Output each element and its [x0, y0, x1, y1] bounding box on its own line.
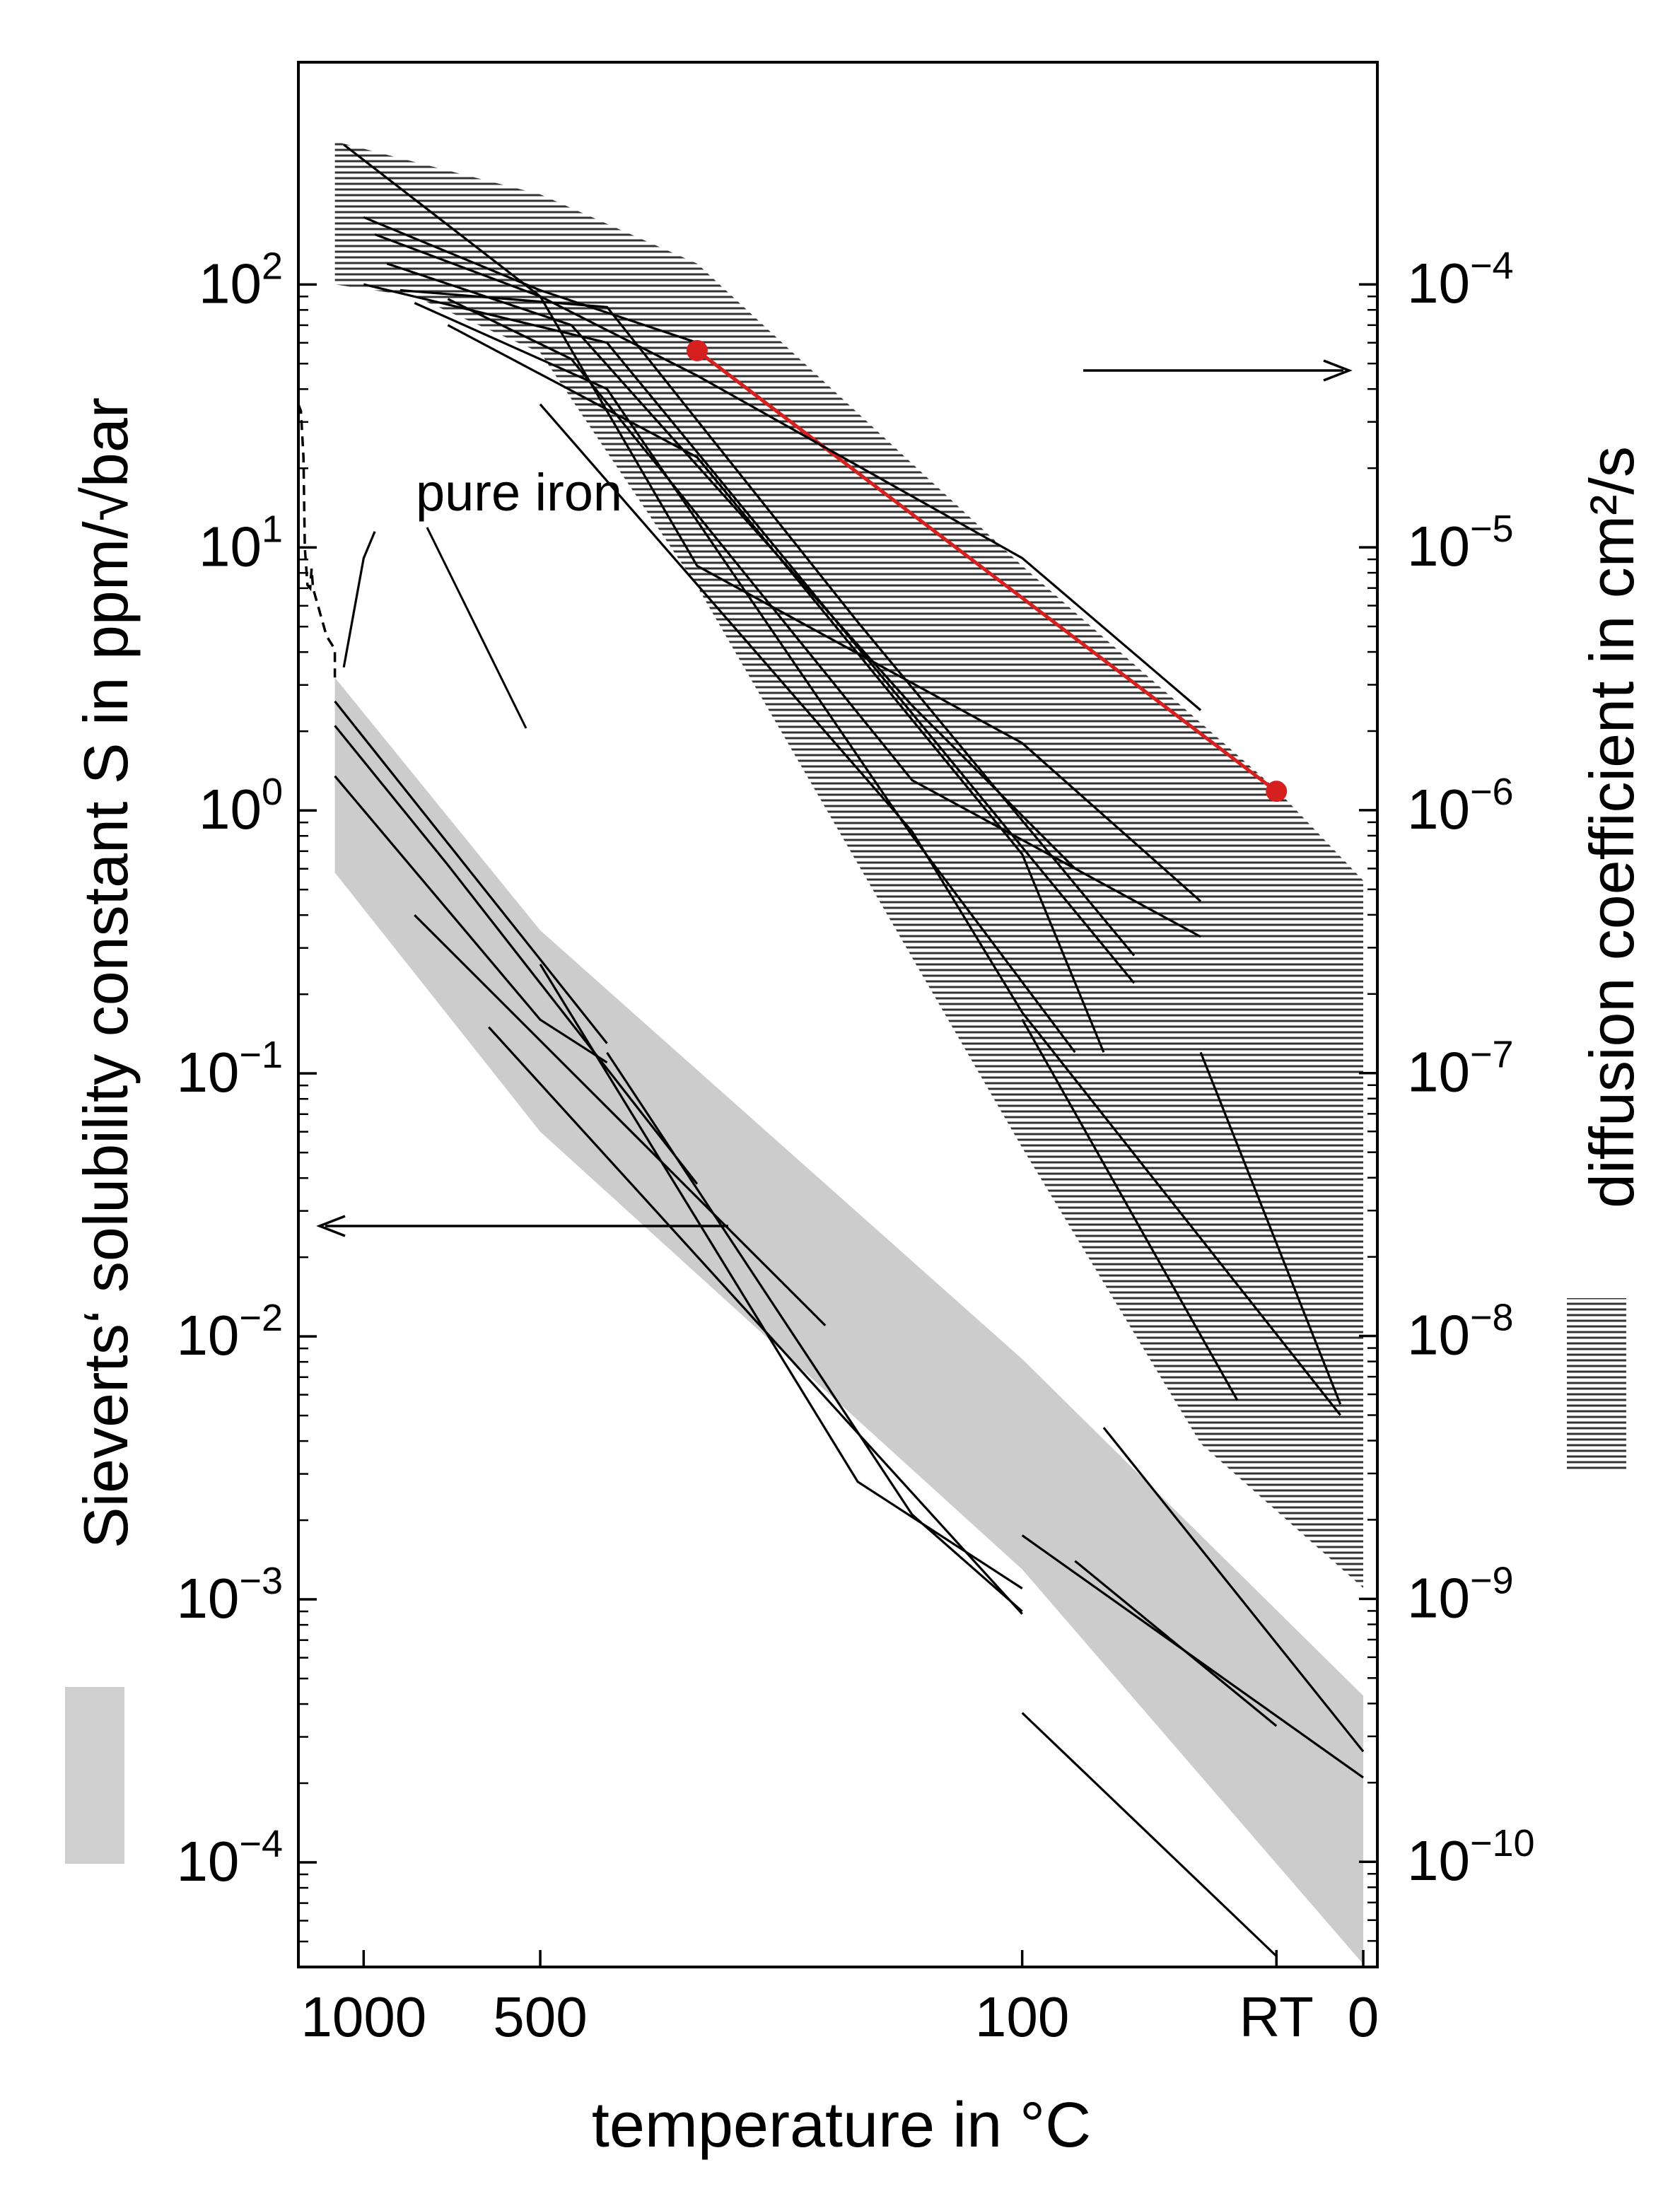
x-tick-label-2: 100: [975, 1985, 1069, 2048]
data-curves: [298, 144, 1365, 1957]
y-tick-label-left-1: 101: [199, 508, 283, 578]
series-line-9: [606, 1051, 1023, 1613]
diffusion-band: [334, 141, 1364, 1589]
y-tick-label-right-0: 10−4: [1407, 245, 1514, 315]
series-line-4: [334, 700, 608, 1044]
legend-swatch-solubility: [65, 1687, 124, 1864]
series-line-27: [1199, 1051, 1342, 1405]
series-line-5: [334, 725, 699, 1185]
y-tick-label-left-2: 100: [199, 771, 283, 841]
y-tick-label-right-1: 10−5: [1407, 508, 1514, 578]
red-markers: [686, 339, 1288, 802]
y-tick-label-right-2: 10−6: [1407, 771, 1514, 841]
series-line-red: [696, 349, 1278, 793]
y-tick-label-right-4: 10−8: [1407, 1297, 1514, 1367]
series-line-18: [374, 233, 1202, 902]
series-line-pure-iron: [298, 404, 337, 678]
solubility-band: [334, 677, 1364, 1965]
x-axis-title: temperature in °C: [592, 2090, 1091, 2161]
y-tick-label-left-3: 10−1: [176, 1034, 283, 1104]
x-tick-label-3: RT: [1239, 1985, 1314, 2048]
y-tick-label-right-5: 10−9: [1407, 1559, 1514, 1629]
series-line-20: [363, 283, 1136, 984]
plot-frame: [297, 61, 1379, 1968]
series-line-7: [414, 914, 827, 1326]
y-tick-label-left-0: 102: [199, 245, 283, 315]
annotation-leader-line: [426, 527, 527, 729]
series-line-10: [488, 1026, 1023, 1615]
y-tick-label-left-5: 10−3: [176, 1560, 283, 1630]
series-line-25: [539, 403, 1341, 1416]
red-data-point-1: [1266, 781, 1288, 802]
bands: [334, 141, 1364, 1965]
legend-swatch-diffusion: [1567, 1298, 1626, 1472]
series-line-15: [342, 531, 376, 668]
series-line-16: [343, 144, 1202, 711]
series-line-24: [414, 302, 1076, 1053]
series-line-11: [1102, 1427, 1365, 1753]
right-axis-title: diffusion coefficient in cm²/s: [1577, 446, 1647, 1208]
left-axis-title: Sieverts‘ solubility constant S in ppm/√…: [71, 397, 141, 1548]
series-line-17: [363, 216, 698, 344]
ticks: [298, 283, 1377, 1968]
arrow-left-axis: [316, 1215, 728, 1237]
series-line-6: [334, 775, 608, 1064]
series-line-14: [1021, 1712, 1278, 1957]
tick-labels: 102 101 100 10−1 10−2 10−3 10−4 10−4 10−5 10−6 10−…: [176, 245, 1534, 2048]
series-line-22: [447, 298, 1201, 938]
y-tick-label-left-6: 10−4: [176, 1823, 283, 1893]
series-line-26: [1021, 1019, 1239, 1401]
y-tick-label-left-4: 10−2: [176, 1297, 283, 1367]
x-tick-label-0: 1000: [301, 1985, 426, 2048]
y-tick-label-right-3: 10−7: [1407, 1034, 1514, 1104]
series-line-23: [447, 324, 1105, 1053]
y-tick-label-right-6: 10−10: [1407, 1822, 1535, 1892]
annotation-pure-iron: pure iron: [416, 463, 622, 522]
red-data-point-0: [686, 339, 708, 361]
arrow-right-axis: [1083, 359, 1353, 382]
x-tick-label-1: 500: [493, 1985, 587, 2048]
series-line-13: [1074, 1560, 1278, 1727]
series-line-21: [399, 288, 1136, 957]
x-tick-label-4: 0: [1348, 1985, 1379, 2048]
